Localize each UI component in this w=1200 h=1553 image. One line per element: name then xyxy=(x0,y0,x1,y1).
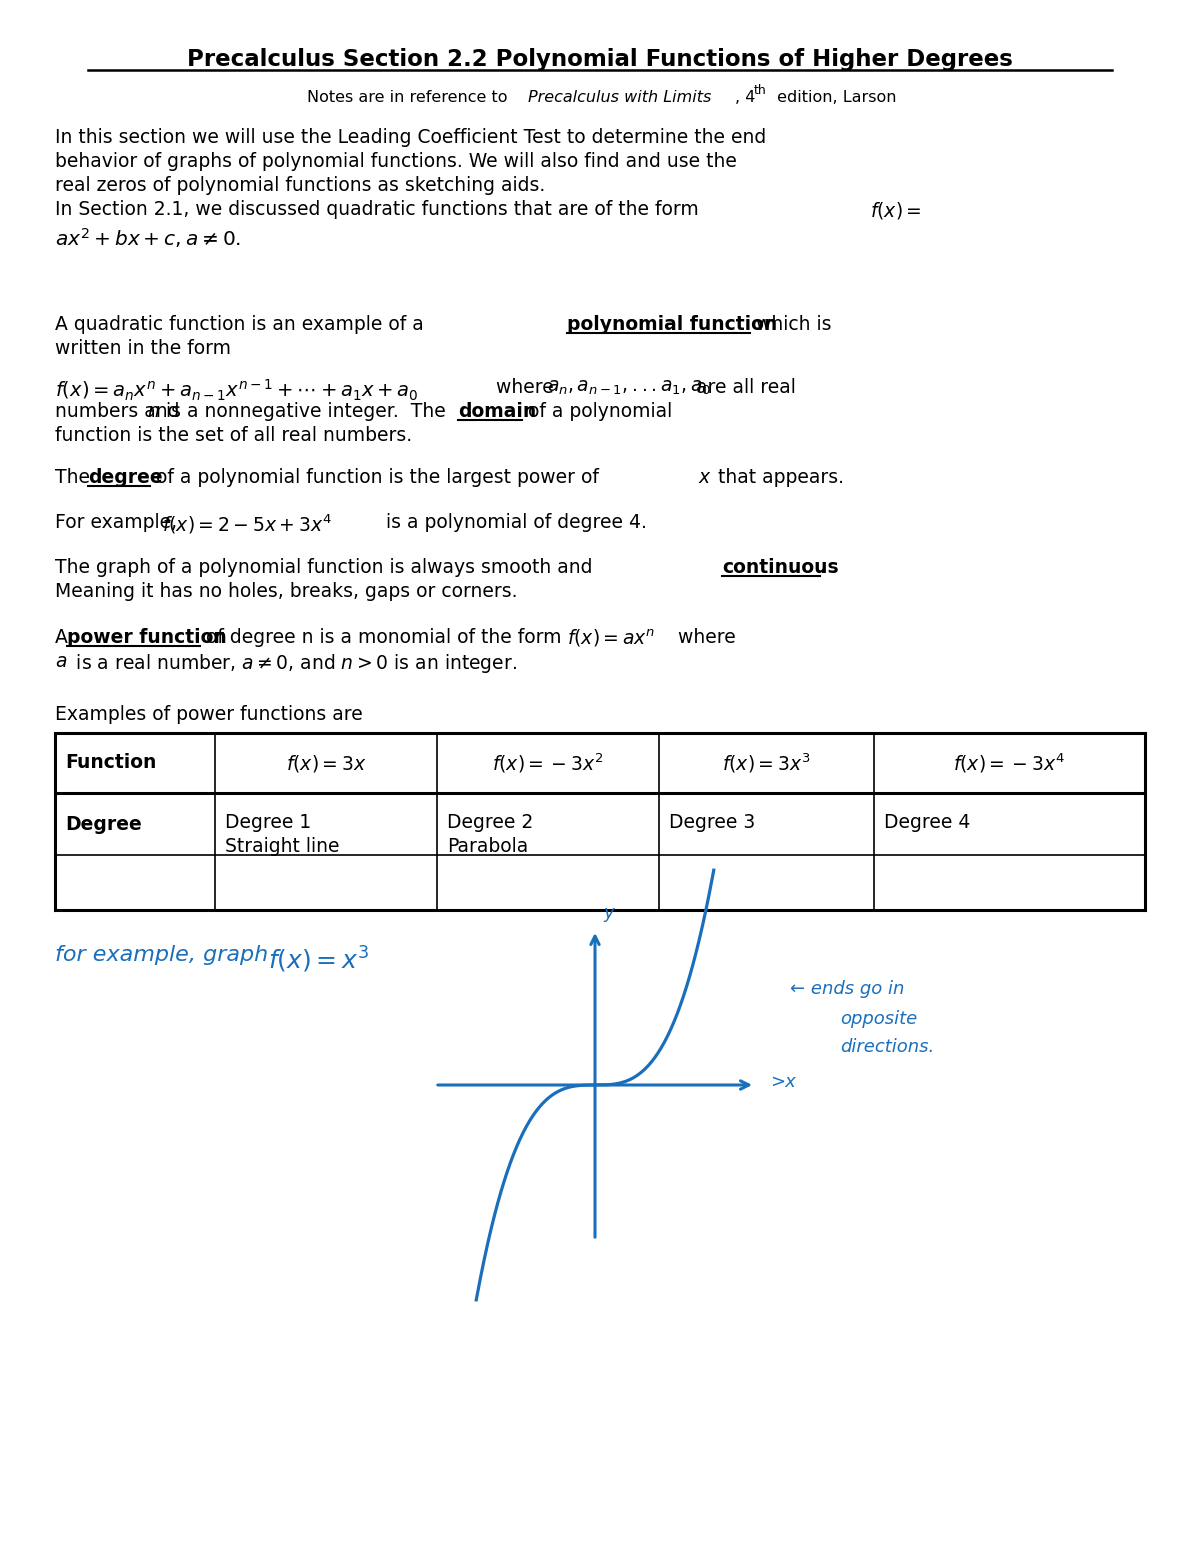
Text: that appears.: that appears. xyxy=(712,467,844,488)
Text: Degree 4: Degree 4 xyxy=(884,814,971,832)
Text: for example, graph: for example, graph xyxy=(55,944,282,964)
Text: Precalculus with Limits: Precalculus with Limits xyxy=(528,90,712,106)
Text: are all real: are all real xyxy=(690,377,796,398)
Text: $f(x) = -3x^4$: $f(x) = -3x^4$ xyxy=(953,752,1064,775)
Text: $f(x) = x^3$: $f(x) = x^3$ xyxy=(268,944,370,975)
Text: ← ends go in: ← ends go in xyxy=(790,980,905,999)
Text: opposite: opposite xyxy=(840,1009,917,1028)
Text: >x: >x xyxy=(770,1073,796,1092)
Text: is a nonnegative integer.  The: is a nonnegative integer. The xyxy=(160,402,451,421)
Text: $f(x) = 2 - 5x + 3x^4$: $f(x) = 2 - 5x + 3x^4$ xyxy=(162,512,332,536)
Text: directions.: directions. xyxy=(840,1037,935,1056)
Text: degree: degree xyxy=(88,467,163,488)
Text: domain: domain xyxy=(458,402,536,421)
Text: Examples of power functions are: Examples of power functions are xyxy=(55,705,362,724)
Text: Parabola: Parabola xyxy=(446,837,528,856)
Text: function is the set of all real numbers.: function is the set of all real numbers. xyxy=(55,426,412,446)
Text: is a real number, $a \neq 0$, and $n > 0$ is an integer.: is a real number, $a \neq 0$, and $n > 0… xyxy=(70,652,517,676)
Text: $a$: $a$ xyxy=(55,652,67,671)
Text: In Section 2.1, we discussed quadratic functions that are of the form: In Section 2.1, we discussed quadratic f… xyxy=(55,200,698,219)
Text: , 4: , 4 xyxy=(734,90,755,106)
Text: of a polynomial: of a polynomial xyxy=(522,402,672,421)
Text: th: th xyxy=(754,84,767,96)
Text: $ax^2 + bx + c, a \neq 0.$: $ax^2 + bx + c, a \neq 0.$ xyxy=(55,227,241,250)
Text: Degree: Degree xyxy=(65,814,142,834)
Text: A: A xyxy=(55,627,74,648)
Text: where: where xyxy=(672,627,736,648)
Text: The graph of a polynomial function is always smooth and: The graph of a polynomial function is al… xyxy=(55,558,599,578)
Text: Degree 3: Degree 3 xyxy=(670,814,755,832)
Text: y: y xyxy=(604,904,613,922)
Text: The: The xyxy=(55,467,96,488)
Text: power function: power function xyxy=(67,627,227,648)
Text: written in the form: written in the form xyxy=(55,339,230,359)
Text: $f(x) = 3x^3$: $f(x) = 3x^3$ xyxy=(721,752,810,775)
Text: is a polynomial of degree 4.: is a polynomial of degree 4. xyxy=(380,512,647,533)
Text: of a polynomial function is the largest power of: of a polynomial function is the largest … xyxy=(150,467,605,488)
Text: of degree n is a monomial of the form: of degree n is a monomial of the form xyxy=(200,627,568,648)
Text: Notes are in reference to: Notes are in reference to xyxy=(307,90,512,106)
Text: .: . xyxy=(820,558,826,578)
Text: For example,: For example, xyxy=(55,512,184,533)
Text: Meaning it has no holes, breaks, gaps or corners.: Meaning it has no holes, breaks, gaps or… xyxy=(55,582,517,601)
Text: Precalculus Section 2.2 Polynomial Functions of Higher Degrees: Precalculus Section 2.2 Polynomial Funct… xyxy=(187,48,1013,71)
Text: behavior of graphs of polynomial functions. We will also find and use the: behavior of graphs of polynomial functio… xyxy=(55,152,737,171)
Text: real zeros of polynomial functions as sketching aids.: real zeros of polynomial functions as sk… xyxy=(55,175,545,196)
Text: Function: Function xyxy=(65,753,156,772)
Text: Straight line: Straight line xyxy=(226,837,340,856)
Text: In this section we will use the Leading Coefficient Test to determine the end: In this section we will use the Leading … xyxy=(55,127,767,148)
Text: which is: which is xyxy=(750,315,832,334)
Text: $f(x) =$: $f(x) =$ xyxy=(870,200,922,221)
Text: where: where xyxy=(490,377,565,398)
Text: $a_n, a_{n-1}, ... a_1, a_0$: $a_n, a_{n-1}, ... a_1, a_0$ xyxy=(547,377,712,398)
Text: $f(x) = a_n x^n + a_{n-1} x^{n-1} + \cdots + a_1 x + a_0$: $f(x) = a_n x^n + a_{n-1} x^{n-1} + \cdo… xyxy=(55,377,419,404)
Text: numbers and: numbers and xyxy=(55,402,186,421)
Text: A quadratic function is an example of a: A quadratic function is an example of a xyxy=(55,315,430,334)
Text: $f(x) = ax^n$: $f(x) = ax^n$ xyxy=(568,627,655,649)
Text: $f(x) = 3x$: $f(x) = 3x$ xyxy=(286,753,366,773)
Text: $f(x) = -3x^2$: $f(x) = -3x^2$ xyxy=(492,752,604,775)
Text: $x$: $x$ xyxy=(698,467,712,488)
Text: continuous: continuous xyxy=(722,558,839,578)
Text: $n$: $n$ xyxy=(148,402,160,421)
Text: Degree 2: Degree 2 xyxy=(446,814,533,832)
Text: Degree 1: Degree 1 xyxy=(226,814,311,832)
Text: edition, Larson: edition, Larson xyxy=(772,90,896,106)
Text: polynomial function: polynomial function xyxy=(568,315,778,334)
